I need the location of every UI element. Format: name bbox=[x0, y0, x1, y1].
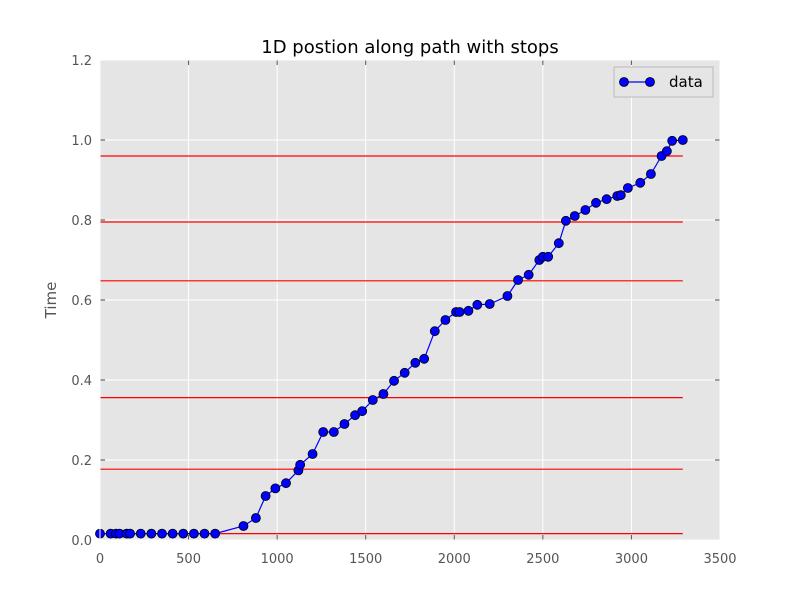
chart-title: 1D postion along path with stops bbox=[261, 37, 558, 58]
data-point bbox=[580, 205, 591, 215]
data-series bbox=[95, 135, 688, 539]
x-tick-label: 3000 bbox=[615, 552, 648, 567]
y-tick-label: 0.0 bbox=[71, 534, 92, 549]
data-point bbox=[463, 305, 474, 316]
data-point bbox=[295, 459, 306, 470]
x-tick-label: 3500 bbox=[703, 552, 736, 567]
data-point bbox=[178, 528, 189, 539]
y-tick-label: 1.0 bbox=[71, 134, 92, 149]
data-point bbox=[188, 528, 199, 539]
x-tick-label: 500 bbox=[176, 552, 201, 567]
y-tick-label: 0.2 bbox=[71, 454, 92, 469]
data-point bbox=[454, 307, 465, 317]
data-point bbox=[146, 528, 157, 539]
data-point bbox=[378, 389, 389, 399]
legend-marker-left bbox=[619, 77, 629, 87]
y-tick-label: 1.2 bbox=[71, 54, 92, 69]
data-point bbox=[440, 315, 451, 325]
data-point bbox=[601, 194, 612, 205]
x-tick-label: 1000 bbox=[261, 552, 294, 567]
data-point bbox=[125, 528, 136, 539]
data-point bbox=[472, 299, 483, 310]
data-point bbox=[410, 357, 421, 368]
data-point bbox=[270, 483, 281, 494]
y-axis-label: Time bbox=[42, 282, 60, 320]
data-point bbox=[250, 513, 261, 523]
data-point bbox=[339, 419, 350, 429]
legend-label: data bbox=[669, 73, 703, 91]
x-tick-label: 2000 bbox=[438, 552, 471, 567]
data-point bbox=[328, 427, 339, 437]
data-point bbox=[135, 528, 146, 539]
data-point bbox=[502, 291, 513, 301]
data-point bbox=[553, 238, 564, 249]
data-point bbox=[429, 326, 440, 337]
data-point bbox=[677, 135, 688, 145]
data-point bbox=[199, 528, 210, 539]
data-point bbox=[646, 169, 656, 179]
data-point bbox=[591, 197, 601, 208]
data-point bbox=[661, 146, 672, 157]
data-point bbox=[543, 251, 554, 262]
data-point bbox=[667, 135, 678, 146]
y-tick-label: 0.6 bbox=[71, 294, 92, 309]
data-point bbox=[210, 528, 221, 539]
data-point bbox=[484, 299, 495, 309]
data-point bbox=[307, 449, 318, 459]
tick-labels: 0 500 1000 1500 2000 2500 3000 3500 0.0 0.2 0.4 0.6… bbox=[71, 54, 736, 567]
data-point bbox=[635, 177, 646, 188]
data-point bbox=[167, 528, 178, 539]
data-point bbox=[260, 491, 271, 501]
data-point bbox=[357, 406, 368, 417]
x-tick-label: 0 bbox=[96, 552, 104, 567]
y-tick-label: 0.4 bbox=[71, 374, 92, 389]
x-tick-label: 2500 bbox=[526, 552, 559, 567]
legend-marker-right bbox=[645, 77, 655, 87]
y-tick-label: 0.8 bbox=[71, 214, 92, 229]
data-point bbox=[281, 478, 291, 489]
data-point bbox=[419, 353, 430, 364]
data-point bbox=[523, 269, 534, 280]
data-point bbox=[238, 521, 249, 531]
data-point bbox=[622, 183, 633, 193]
data-point bbox=[389, 375, 399, 386]
data-point bbox=[560, 215, 571, 226]
data-point bbox=[399, 367, 410, 378]
data-point bbox=[157, 528, 167, 539]
plot-frame bbox=[99, 59, 721, 541]
data-point bbox=[513, 275, 523, 285]
data-point bbox=[318, 427, 329, 437]
data-point bbox=[615, 190, 626, 201]
data-point bbox=[367, 395, 378, 405]
x-tick-label: 1500 bbox=[349, 552, 382, 567]
data-point bbox=[569, 211, 580, 221]
legend: data bbox=[613, 66, 714, 98]
